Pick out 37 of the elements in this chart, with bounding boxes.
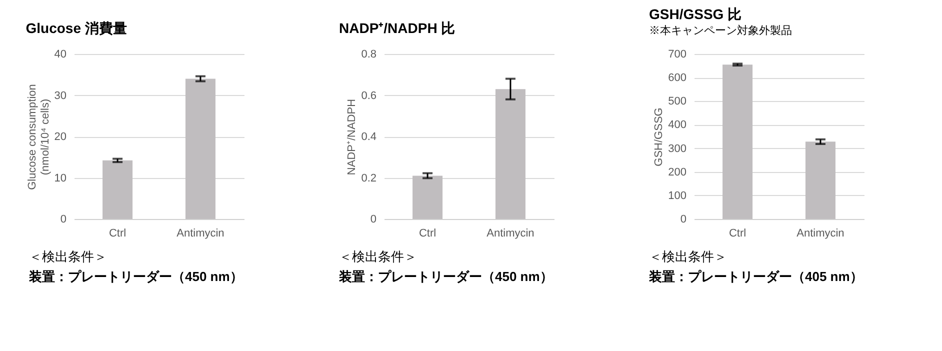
y-tick-label: 0.4 — [361, 131, 376, 143]
y-axis-title: Glucose consumption (nmol/10⁴ cells) — [26, 84, 52, 190]
y-tick-label: 0.8 — [361, 48, 376, 60]
x-tick-label: Ctrl — [418, 228, 436, 240]
y-tick-label: 400 — [668, 119, 686, 132]
y-tick-label: 100 — [668, 190, 686, 202]
y-tick-label: 700 — [668, 48, 686, 60]
x-tick-label: Antimycin — [486, 228, 534, 240]
y-tick-label: 600 — [668, 72, 686, 84]
y-tick-label: 20 — [54, 131, 66, 143]
x-tick-label: Ctrl — [108, 228, 126, 240]
text: 装置：プレートリーダー（450 nm） — [28, 269, 243, 284]
y-axis-title: GSH/GSSG — [653, 108, 666, 166]
y-tick-label: 300 — [668, 142, 686, 155]
text: ＜検出条件＞ — [339, 249, 417, 264]
chart-title: NADP⁺/NADPH 比 — [339, 20, 456, 36]
chart-subtitle: ※本キャンペーン対象外製品 — [649, 24, 792, 37]
y-tick-label: 200 — [668, 166, 686, 178]
y-tick-label: 30 — [54, 90, 66, 102]
y-tick-label: 500 — [668, 96, 686, 108]
x-tick-label: Antimycin — [796, 228, 844, 240]
x-tick-label: Ctrl — [728, 228, 746, 240]
y-tick-label: 0.2 — [361, 172, 376, 184]
x-tick-label: Antimycin — [176, 228, 224, 240]
y-tick-label: 0 — [60, 214, 66, 226]
y-tick-label: 40 — [54, 48, 66, 60]
y-tick-label: 10 — [54, 172, 66, 184]
chart-title: Glucose 消費量 — [26, 20, 127, 36]
text: ＜検出条件＞ — [649, 249, 727, 264]
text: ＜検出条件＞ — [29, 249, 107, 264]
y-tick-label: 0 — [680, 214, 686, 226]
text: 装置：プレートリーダー（450 nm） — [338, 269, 553, 284]
chart-title: GSH/GSSG 比 — [649, 6, 742, 22]
y-tick-label: 0 — [370, 214, 376, 226]
y-axis-title: NADP⁺/NADPH — [346, 98, 358, 176]
y-tick-label: 0.6 — [361, 90, 376, 102]
text: 装置：プレートリーダー（405 nm） — [648, 269, 863, 284]
